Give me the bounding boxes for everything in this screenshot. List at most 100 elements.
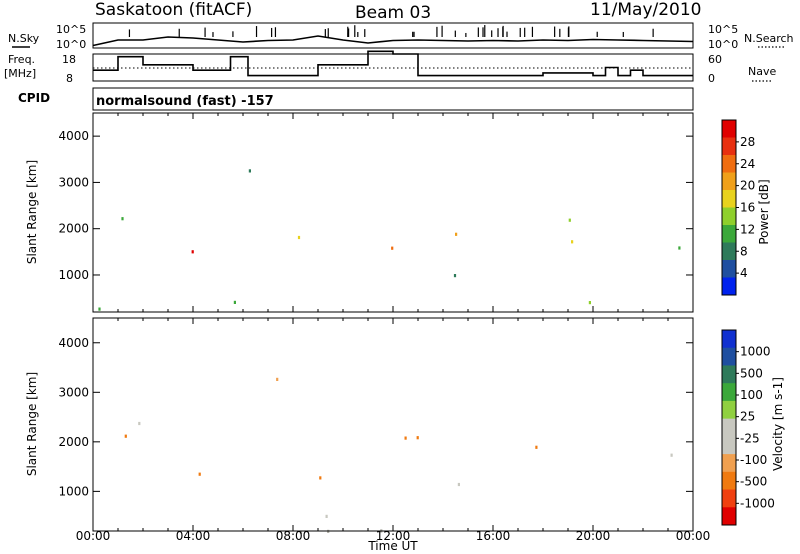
colorbar-tick-label: -25 xyxy=(740,431,760,445)
nave-label: Nave xyxy=(748,65,776,78)
power-panel-frame xyxy=(92,112,694,313)
colorbar-segment xyxy=(722,489,736,508)
nsky-hi-label: 10^5 xyxy=(56,23,86,36)
x-tick-label: 00:00 xyxy=(676,529,711,543)
y-tick-label: 2000 xyxy=(58,222,89,236)
nave-lo-label: 0 xyxy=(708,72,715,85)
colorbar-segment xyxy=(722,400,736,420)
colorbar-segment xyxy=(722,436,736,455)
colorbar-tick-label: -500 xyxy=(740,475,767,489)
colorbar-segment xyxy=(722,383,736,402)
freq-label-1: Freq. xyxy=(8,53,35,66)
colorbar-tick-label: 20 xyxy=(740,179,755,193)
colorbar-segment xyxy=(722,330,736,349)
velocity-heatmap-cells xyxy=(124,377,673,535)
heatmap-cell xyxy=(297,235,301,240)
nsearch-label: N.Search xyxy=(744,32,794,45)
station-title: Saskatoon (fitACF) xyxy=(95,0,252,20)
heatmap-cell xyxy=(233,300,236,304)
heatmap-cell xyxy=(535,445,538,449)
nsky-label: N.Sky xyxy=(8,32,40,45)
heatmap-cell xyxy=(678,246,681,250)
heatmap-cell xyxy=(248,169,251,173)
colorbar-segment xyxy=(722,207,736,226)
colorbar-segment xyxy=(722,225,736,243)
colorbar-tick-label: 4 xyxy=(740,266,748,280)
cpid-mode-text: normalsound (fast) -157 xyxy=(96,94,274,109)
y-tick-label: 3000 xyxy=(58,175,89,189)
y-tick-label: 2000 xyxy=(58,435,89,449)
heatmap-cell xyxy=(588,301,591,305)
colorbar-tick-label: 12 xyxy=(740,222,755,236)
heatmap-cell xyxy=(299,530,303,535)
colorbar-segment xyxy=(722,155,736,173)
colorbar-segment xyxy=(722,418,736,437)
date-title: 11/May/2010 xyxy=(590,0,702,20)
y-tick-label: 4000 xyxy=(58,336,89,350)
heatmap-cell xyxy=(138,421,141,426)
power-ylabel: Slant Range [km] xyxy=(25,160,39,264)
colorbar-segment xyxy=(722,277,736,296)
y-tick-label: 1000 xyxy=(58,484,89,498)
colorbar-tick-label: -100 xyxy=(740,453,767,467)
colorbar-tick-label: 25 xyxy=(740,410,755,424)
colorbar-tick-label: 100 xyxy=(740,388,763,402)
power-heatmap-cells xyxy=(98,169,681,311)
heatmap-cell xyxy=(124,434,127,438)
power-axes: 1000 2000 3000 4000 xyxy=(58,113,694,312)
freq-hi-label: 18 xyxy=(62,53,76,66)
colorbar-segment xyxy=(722,507,736,526)
cpid-label: CPID xyxy=(18,91,50,105)
velocity-colorbar-label: Velocity [m s-1] xyxy=(771,377,785,471)
y-tick-label: 3000 xyxy=(58,385,89,399)
heatmap-cell xyxy=(325,514,328,518)
x-tick-label: 04:00 xyxy=(176,529,211,543)
time-axis-label: Time UT xyxy=(367,539,418,553)
colorbar-segment xyxy=(722,172,736,191)
heatmap-cell xyxy=(319,476,322,480)
y-tick-label: 1000 xyxy=(58,268,89,282)
colorbar-segment xyxy=(722,120,736,138)
colorbar-frame xyxy=(721,329,737,526)
velocity-panel-frame xyxy=(92,317,694,532)
velocity-colorbar: 1000 500 100 25 -25 -100 -500 -1000 xyxy=(721,329,775,526)
heatmap-cell xyxy=(121,217,124,221)
colorbar-tick-label: 16 xyxy=(740,201,755,215)
heatmap-cell xyxy=(571,240,574,244)
x-tick-label: 16:00 xyxy=(476,529,511,543)
nsky-line xyxy=(92,35,694,47)
x-tick-label: 00:00 xyxy=(76,529,111,543)
heatmap-cell xyxy=(191,250,194,254)
colorbar-segment xyxy=(722,242,736,261)
freq-lo-label: 8 xyxy=(66,72,73,85)
velocity-ylabel: Slant Range [km] xyxy=(25,372,39,476)
nsky-panel xyxy=(92,22,694,49)
colorbar-segment xyxy=(722,365,736,384)
heatmap-cell xyxy=(98,307,101,311)
heatmap-cell xyxy=(198,472,201,476)
heatmap-cell xyxy=(455,232,458,236)
power-colorbar-label: Power [dB] xyxy=(757,179,771,244)
heatmap-cell xyxy=(453,274,457,278)
colorbar-tick-label: 1000 xyxy=(740,345,771,359)
x-tick-label: 20:00 xyxy=(576,529,611,543)
colorbar-tick-label: 24 xyxy=(740,157,755,171)
colorbar-segment xyxy=(722,190,736,208)
colorbar-tick-label: 28 xyxy=(740,135,755,149)
beam-title: Beam 03 xyxy=(355,3,431,23)
heatmap-cell xyxy=(404,436,407,440)
colorbar-tick-label: 8 xyxy=(740,244,748,258)
heatmap-cell xyxy=(416,436,419,440)
power-colorbar: 4 8 12 16 20 24 28 xyxy=(721,119,755,296)
nave-hi-label: 60 xyxy=(708,53,722,66)
colorbar-segment xyxy=(722,454,736,473)
colorbar-segment xyxy=(722,471,736,491)
colorbar-segment xyxy=(722,260,736,278)
x-tick-label: 12:00 xyxy=(376,529,411,543)
nsky-spikes xyxy=(128,25,654,37)
freq-line xyxy=(93,50,693,77)
cpid-panel xyxy=(92,87,694,111)
heatmap-cell xyxy=(568,218,571,222)
nsearch-lo-label: 10^0 xyxy=(708,38,738,51)
